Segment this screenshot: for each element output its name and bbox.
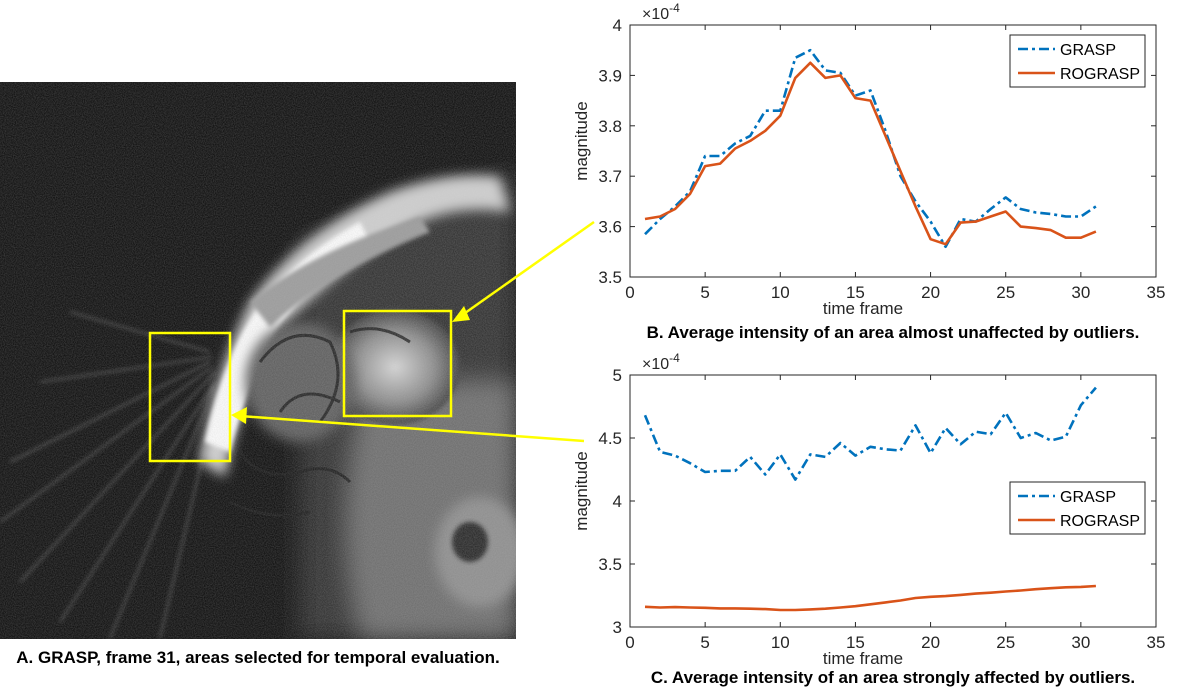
- axes-box: [629, 24, 1157, 278]
- y-tick-label: 4.5: [598, 429, 622, 448]
- y-tick-label: 3.6: [598, 218, 622, 237]
- y-axis-label: magnitude: [572, 101, 591, 180]
- x-tick-label: 15: [846, 283, 865, 302]
- x-tick-label: 5: [700, 633, 709, 652]
- y-tick-label: 4: [613, 492, 622, 511]
- x-axis-label: time frame: [823, 649, 903, 668]
- x-tick-label: 10: [771, 633, 790, 652]
- y-tick-label: 3: [613, 618, 622, 637]
- series-line-grasp: [643, 386, 1097, 481]
- series-line-grasp: [644, 48, 1097, 249]
- legend-label-rograsp: ROGRASP: [1060, 66, 1140, 83]
- y-tick-label: 3.5: [598, 555, 622, 574]
- x-tick-label: 0: [625, 283, 634, 302]
- legend-box: [1009, 34, 1146, 88]
- legend-box: [1009, 481, 1146, 535]
- y-tick-label: 3.8: [598, 117, 622, 136]
- x-tick-label: 15: [846, 633, 865, 652]
- legend-label-rograsp: ROGRASP: [1060, 513, 1140, 530]
- y-exponent-label: ×10-4: [642, 1, 680, 23]
- series-line-rograsp: [644, 584, 1096, 612]
- y-tick-label: 3.5: [598, 268, 622, 287]
- y-exponent-label: ×10-4: [642, 351, 680, 373]
- legend-label-grasp: GRASP: [1060, 489, 1116, 506]
- axes-box: [629, 374, 1157, 628]
- caption-b: B. Average intensity of an area almost u…: [646, 323, 1140, 342]
- mri-image: [0, 82, 516, 639]
- y-tick-label: 5: [613, 366, 622, 385]
- chart-c-group: 0 5 10 15 20 25 30 35 3 3.5 4 4.5 5 ×10-4 time frame ma…: [572, 351, 1165, 668]
- x-tick-label: 25: [996, 633, 1015, 652]
- x-axis-label: time frame: [823, 299, 903, 318]
- y-tick-label: 3.7: [598, 167, 622, 186]
- caption-a: A. GRASP, frame 31, areas selected for t…: [16, 648, 500, 667]
- x-tick-label: 30: [1071, 283, 1090, 302]
- caption-c: C. Average intensity of an area strongly…: [650, 668, 1136, 687]
- x-tick-label: 10: [771, 283, 790, 302]
- x-tick-label: 20: [921, 633, 940, 652]
- legend-label-grasp: GRASP: [1060, 42, 1116, 59]
- y-tick-label: 4: [613, 16, 622, 35]
- x-tick-label: 35: [1147, 633, 1166, 652]
- chart-b-group: 0 5 10 15 20 25 30 35 3.5 3.6 3.7 3.8 3.9 4 ×10-4 time …: [572, 1, 1165, 318]
- x-tick-label: 0: [625, 633, 634, 652]
- series-line-rograsp: [644, 61, 1097, 246]
- x-tick-label: 25: [996, 283, 1015, 302]
- x-tick-label: 5: [700, 283, 709, 302]
- x-tick-label: 30: [1071, 633, 1090, 652]
- x-tick-label: 35: [1147, 283, 1166, 302]
- x-tick-label: 20: [921, 283, 940, 302]
- y-tick-label: 3.9: [598, 66, 622, 85]
- y-axis-label: magnitude: [572, 451, 591, 530]
